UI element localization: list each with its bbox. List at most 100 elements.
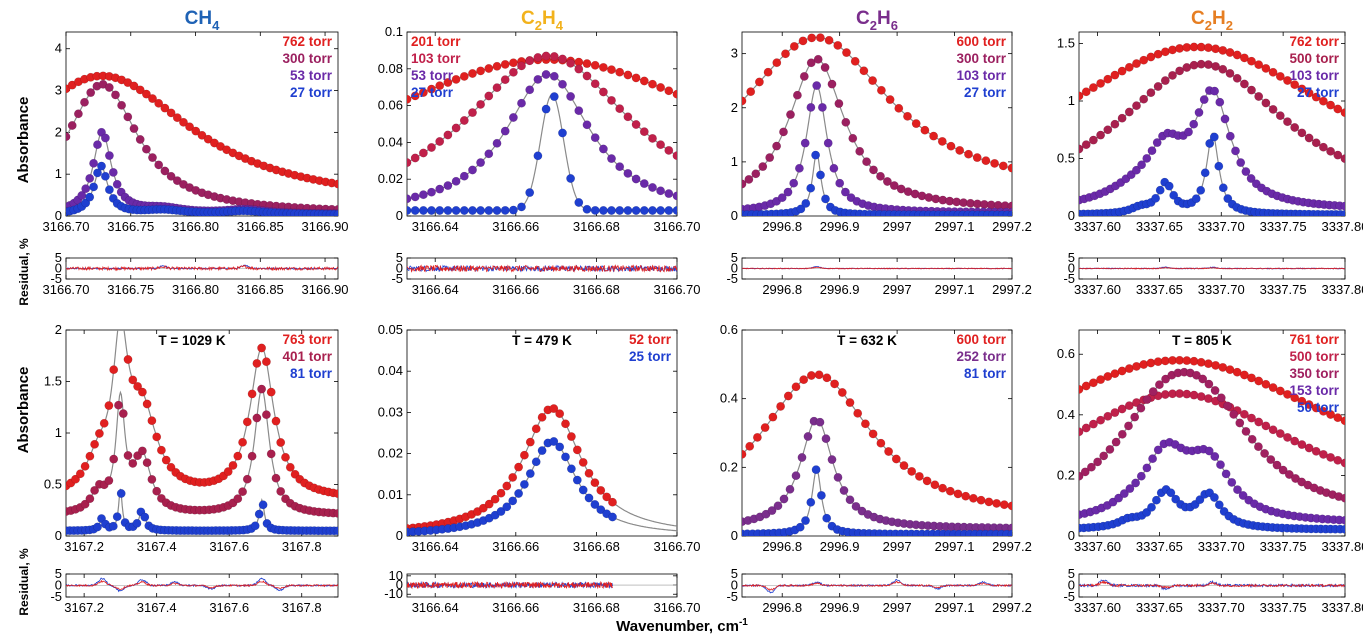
data-point	[1201, 169, 1209, 177]
data-point	[534, 53, 542, 61]
data-point	[124, 355, 132, 363]
x-tick-label: 3337.75	[1260, 219, 1307, 234]
data-point	[452, 177, 460, 185]
data-point	[119, 320, 127, 328]
data-point	[599, 145, 607, 153]
y-tick-label: -10	[384, 586, 403, 601]
data-point	[251, 522, 259, 530]
data-point	[1131, 413, 1139, 421]
data-point	[501, 206, 509, 214]
legend-entry: 53 torr	[290, 68, 333, 83]
data-point	[738, 450, 746, 458]
data-point	[1341, 516, 1349, 524]
data-point	[114, 320, 122, 328]
legend-entry: 762 torr	[282, 34, 332, 49]
x-tick-label: 3166.80	[172, 219, 219, 234]
data-point	[493, 62, 501, 70]
data-point	[520, 480, 528, 488]
x-tick-label: 2997.2	[992, 600, 1032, 615]
y-tick-label: 0.06	[378, 98, 403, 113]
x-tick-label: 3166.64	[412, 600, 459, 615]
data-point	[114, 401, 122, 409]
x-tick-label: 3337.60	[1074, 539, 1121, 554]
data-point	[238, 488, 246, 496]
data-point	[561, 420, 569, 428]
data-point	[1341, 494, 1349, 502]
data-point	[648, 183, 656, 191]
data-point	[1223, 402, 1231, 410]
data-point	[153, 487, 161, 495]
data-point	[869, 430, 877, 438]
data-point	[814, 55, 822, 63]
x-tick-label: 3166.64	[412, 539, 459, 554]
data-point	[1276, 112, 1284, 120]
data-point	[1237, 158, 1245, 166]
data-point	[1118, 114, 1126, 122]
legend-entry: 81 torr	[964, 366, 1007, 381]
y-tick-label: 2	[55, 124, 62, 139]
data-point	[1089, 83, 1097, 91]
data-point	[877, 439, 885, 447]
data-point	[912, 119, 920, 127]
data-point	[1168, 46, 1176, 54]
data-point	[109, 522, 117, 530]
data-point	[1143, 395, 1151, 403]
data-point	[766, 153, 774, 161]
x-tick-label: 2997.2	[992, 539, 1032, 554]
data-point	[497, 489, 505, 497]
data-point	[969, 494, 977, 502]
data-point	[1096, 79, 1104, 87]
data-point	[861, 420, 869, 428]
data-point	[835, 99, 843, 107]
data-point	[427, 143, 435, 151]
data-point	[790, 179, 798, 187]
data-point	[665, 146, 673, 154]
data-point	[1204, 360, 1212, 368]
data-point	[585, 494, 593, 502]
data-point	[468, 69, 476, 77]
data-point	[117, 489, 125, 497]
x-tick-label: 3166.68	[573, 219, 620, 234]
data-point	[793, 91, 801, 99]
data-point	[822, 435, 830, 443]
data-point	[632, 74, 640, 82]
data-point	[238, 438, 246, 446]
data-point	[1131, 479, 1139, 487]
data-point	[100, 419, 108, 427]
legend-entry: 27 torr	[411, 85, 454, 100]
data-point	[792, 472, 800, 480]
data-point	[1165, 182, 1173, 190]
data-point	[816, 34, 824, 42]
data-point	[1106, 445, 1114, 453]
data-point	[534, 75, 542, 83]
data-point	[800, 72, 808, 80]
y-tick-label: 0	[55, 208, 62, 223]
data-point	[419, 206, 427, 214]
data-point	[1228, 478, 1236, 486]
data-point	[110, 455, 118, 463]
data-point	[419, 191, 427, 199]
data-point	[229, 461, 237, 469]
data-point	[1075, 145, 1083, 153]
data-point	[248, 452, 256, 460]
data-point	[816, 418, 824, 426]
data-point	[1276, 72, 1284, 80]
data-point	[801, 516, 809, 524]
data-point	[148, 153, 156, 161]
data-point	[923, 477, 931, 485]
data-point	[1204, 60, 1212, 68]
data-point	[607, 154, 615, 162]
y-tick-label: 0.5	[44, 477, 62, 492]
data-point	[807, 498, 815, 506]
legend-entry: 81 torr	[290, 366, 333, 381]
data-point	[124, 113, 132, 121]
x-tick-label: 2997	[883, 600, 912, 615]
data-point	[452, 75, 460, 83]
data-point	[807, 184, 815, 192]
data-point	[138, 388, 146, 396]
data-point	[514, 463, 522, 471]
